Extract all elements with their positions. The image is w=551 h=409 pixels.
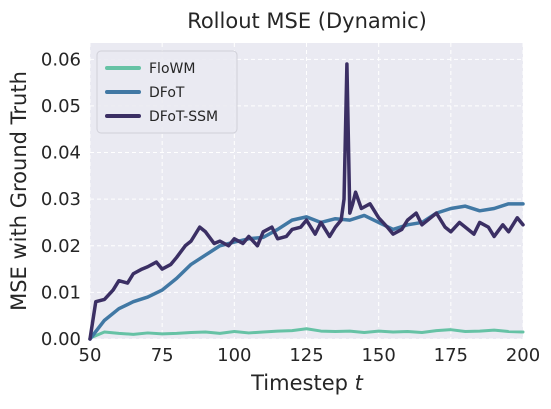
x-axis-label: Timestep t bbox=[250, 371, 364, 395]
y-tick-label: 0.03 bbox=[41, 189, 81, 210]
x-tick-label: 150 bbox=[361, 345, 395, 366]
chart-title: Rollout MSE (Dynamic) bbox=[187, 9, 427, 33]
x-tick-label: 125 bbox=[289, 345, 323, 366]
legend-label: DFoT-SSM bbox=[149, 109, 218, 125]
y-tick-label: 0.06 bbox=[41, 49, 81, 70]
x-tick-labels: 50 75 100 125 150 175 200 bbox=[79, 345, 541, 366]
x-tick-label: 100 bbox=[217, 345, 251, 366]
legend: FloWM DFoT DFoT-SSM bbox=[97, 51, 237, 133]
y-tick-labels: 0.00 0.01 0.02 0.03 0.04 0.05 0.06 bbox=[41, 49, 81, 350]
x-tick-label: 75 bbox=[151, 345, 174, 366]
y-tick-label: 0.04 bbox=[41, 143, 81, 164]
legend-label: DFoT bbox=[149, 85, 185, 101]
y-tick-label: 0.00 bbox=[41, 329, 81, 350]
y-axis-label: MSE with Ground Truth bbox=[7, 71, 31, 311]
y-tick-label: 0.02 bbox=[41, 236, 81, 257]
x-tick-label: 50 bbox=[79, 345, 102, 366]
x-tick-label: 200 bbox=[506, 345, 540, 366]
legend-label: FloWM bbox=[149, 61, 195, 77]
y-tick-label: 0.05 bbox=[41, 96, 81, 117]
x-tick-label: 175 bbox=[434, 345, 468, 366]
y-tick-label: 0.01 bbox=[41, 282, 81, 303]
